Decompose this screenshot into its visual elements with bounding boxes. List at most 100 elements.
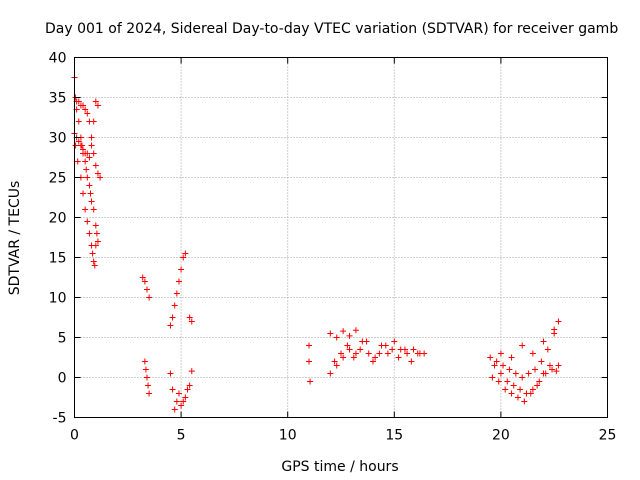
y-axis-ticks: -5 0 5 10 15 20 25 30 35 40 xyxy=(49,51,608,427)
y-axis-label: SDTVAR / TECUs xyxy=(7,181,23,296)
y-tick-label: -5 xyxy=(53,411,67,427)
data-point xyxy=(519,374,526,381)
data-point xyxy=(84,218,91,225)
data-point xyxy=(538,358,545,365)
data-point xyxy=(497,350,504,357)
data-point xyxy=(167,322,174,329)
data-point xyxy=(141,358,148,365)
data-point xyxy=(82,206,89,213)
data-point xyxy=(91,262,98,269)
data-point xyxy=(169,314,176,321)
data-point xyxy=(525,370,532,377)
y-tick-label: 35 xyxy=(49,91,67,107)
data-point xyxy=(97,174,104,181)
data-point xyxy=(184,386,191,393)
data-point xyxy=(90,118,97,125)
data-point xyxy=(333,334,340,341)
data-point xyxy=(146,294,153,301)
y-tick-label: 40 xyxy=(49,51,67,67)
data-point xyxy=(182,394,189,401)
data-point xyxy=(519,342,526,349)
data-point xyxy=(340,328,347,335)
x-axis-ticks: 0 5 10 15 20 25 xyxy=(70,57,617,444)
data-point xyxy=(83,166,90,173)
data-point xyxy=(306,342,313,349)
data-point xyxy=(540,338,547,345)
data-point xyxy=(544,346,551,353)
data-point xyxy=(178,266,185,273)
data-point xyxy=(340,354,347,361)
data-point xyxy=(517,386,524,393)
data-point xyxy=(178,402,185,409)
data-point xyxy=(491,362,498,369)
y-tick-label: 0 xyxy=(58,371,67,387)
data-point xyxy=(89,250,96,257)
data-point xyxy=(143,374,150,381)
data-point xyxy=(92,98,99,105)
data-point xyxy=(344,342,351,349)
y-tick-label: 20 xyxy=(49,211,67,227)
data-point xyxy=(180,254,187,261)
data-point xyxy=(500,362,507,369)
data-point xyxy=(173,290,180,297)
data-point xyxy=(508,390,515,397)
data-point xyxy=(90,150,97,157)
x-tick-label: 10 xyxy=(279,428,297,444)
data-point xyxy=(139,274,146,281)
data-point xyxy=(346,346,353,353)
data-point xyxy=(546,362,553,369)
data-point xyxy=(143,286,150,293)
data-point xyxy=(78,142,85,149)
data-point xyxy=(487,354,494,361)
data-point xyxy=(350,354,357,361)
data-point xyxy=(306,358,313,365)
data-point xyxy=(82,106,89,113)
data-point xyxy=(88,198,95,205)
data-point xyxy=(532,366,539,373)
x-tick-label: 0 xyxy=(70,428,79,444)
data-point xyxy=(401,346,408,353)
data-point xyxy=(414,350,421,357)
data-point xyxy=(338,350,344,357)
x-tick-label: 15 xyxy=(385,428,403,444)
y-tick-label: 5 xyxy=(58,331,67,347)
y-tick-label: 15 xyxy=(49,251,67,267)
data-point xyxy=(327,370,334,377)
data-point xyxy=(514,394,521,401)
data-point xyxy=(382,342,389,349)
data-point xyxy=(506,366,513,373)
data-point xyxy=(404,350,411,357)
data-point xyxy=(421,350,428,357)
data-point xyxy=(92,222,99,229)
data-point xyxy=(510,382,517,389)
data-point xyxy=(180,398,187,405)
x-tick-label: 25 xyxy=(599,428,617,444)
data-point xyxy=(74,158,81,165)
data-point xyxy=(182,250,189,257)
data-point xyxy=(173,398,180,405)
data-point xyxy=(75,118,82,125)
data-point xyxy=(80,102,87,109)
data-point xyxy=(363,338,370,345)
data-point xyxy=(171,406,178,413)
y-tick-label: 30 xyxy=(49,131,67,147)
data-point xyxy=(391,338,398,345)
chart-title: Day 001 of 2024, Sidereal Day-to-day VTE… xyxy=(45,21,618,37)
data-point xyxy=(352,327,359,334)
data-point xyxy=(523,390,530,397)
data-point xyxy=(169,386,176,393)
data-point xyxy=(88,142,95,149)
data-point xyxy=(372,354,379,361)
data-point xyxy=(171,302,178,309)
data-point xyxy=(529,386,536,393)
data-point xyxy=(502,386,509,393)
data-point xyxy=(333,362,340,369)
data-point xyxy=(553,368,560,375)
data-point xyxy=(555,362,562,369)
data-point xyxy=(521,398,528,405)
data-point xyxy=(542,370,549,377)
data-point xyxy=(369,358,376,365)
data-point xyxy=(94,102,101,109)
data-point xyxy=(357,346,364,353)
